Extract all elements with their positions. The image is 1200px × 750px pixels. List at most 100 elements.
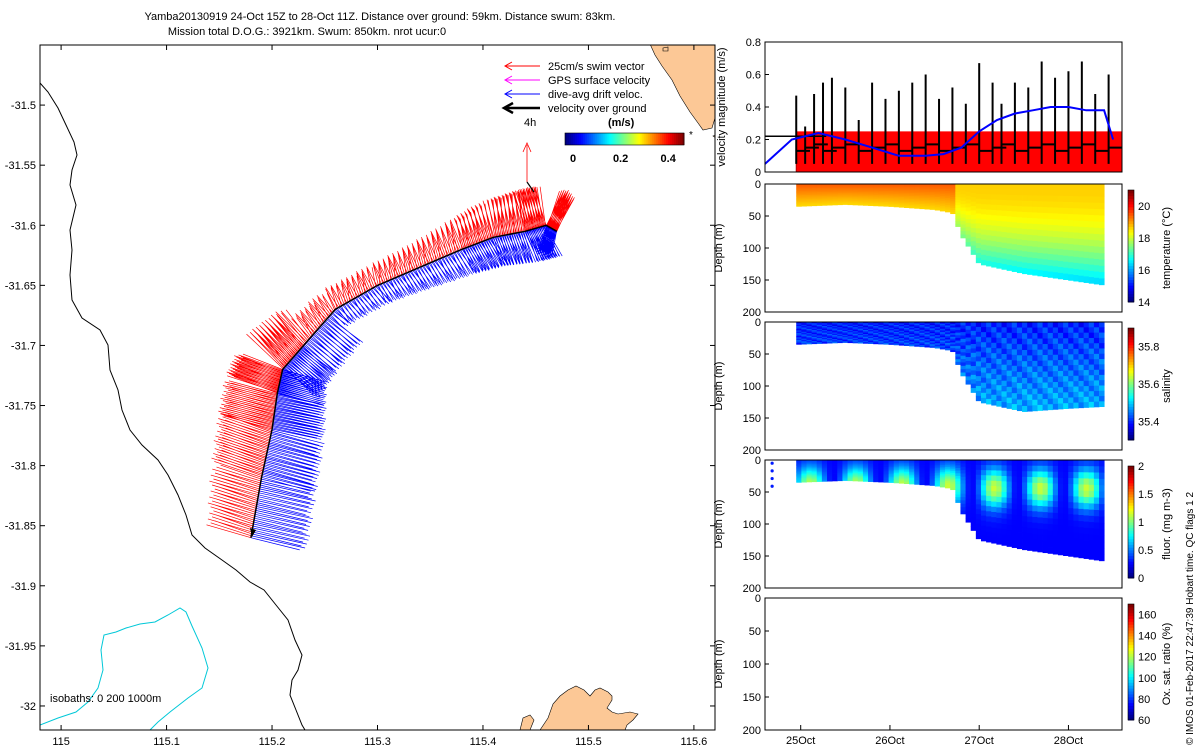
salinity-colorbar-label: salinity (1161, 369, 1173, 403)
fluorescence-cell (847, 472, 854, 475)
fluorescence-cell (960, 490, 966, 495)
salinity-cell (1042, 382, 1049, 389)
salinity-cell (1006, 338, 1013, 345)
temperature-cell (1011, 200, 1018, 207)
temperature-cell (796, 200, 802, 203)
oxygen-colorbar-tick-label: 160 (1138, 610, 1156, 622)
salinity-cell (811, 338, 818, 341)
fluorescence-cell (878, 477, 884, 480)
temperature-cell (883, 200, 890, 203)
salinity-cell (924, 329, 931, 332)
salinity-cell (1093, 359, 1100, 365)
salinity-cell (1057, 354, 1064, 361)
fluorescence-cell (837, 460, 843, 462)
salinity-cell (852, 322, 859, 324)
salinity-cell (893, 323, 900, 326)
salinity-colorbar-swatch (1128, 403, 1134, 407)
temperature-cell (919, 190, 925, 193)
colorbar-swatch (656, 133, 659, 145)
fluorescence-cell (1047, 524, 1054, 531)
salinity-cell (1063, 397, 1069, 404)
fluorescence-colorbar-swatch (1128, 550, 1134, 554)
ground-track (250, 224, 558, 538)
temperature-cell (1057, 213, 1064, 220)
salinity-cell (991, 389, 997, 396)
temperature-cell (1022, 228, 1028, 235)
temperature-cell (1099, 215, 1105, 223)
temperature-cell (934, 198, 941, 201)
salinity-cell (796, 340, 802, 342)
salinity-cell (975, 385, 982, 392)
colorbar-swatch (596, 133, 600, 145)
fluorescence-cell (816, 478, 823, 481)
salinity-cell (888, 322, 895, 324)
temperature-cell (1011, 238, 1018, 245)
salinity-cell (1093, 332, 1100, 339)
salinity-cell (1068, 332, 1074, 339)
fluorescence-cell (960, 483, 966, 488)
salinity-cell (955, 359, 961, 363)
salinity-cell (1063, 365, 1069, 372)
fluor-profile-dot (770, 469, 774, 473)
fluorescence-cell (955, 483, 961, 487)
temperature-cell (1073, 226, 1079, 233)
salinity-cell (980, 352, 987, 358)
temperature-cell (1052, 219, 1059, 226)
temperature-cell (847, 185, 854, 187)
colorbar-swatch (620, 133, 624, 145)
fluorescence-cell (924, 466, 931, 469)
salinity-cell (945, 348, 951, 351)
fluorescence-cell (847, 476, 854, 479)
temperature-colorbar-swatch (1128, 223, 1134, 227)
map-y-tick-label: -32 (20, 701, 36, 713)
fluorescence-cell (939, 473, 946, 476)
fluor-profile-dot (770, 476, 774, 481)
oxygen-colorbar-swatch (1128, 673, 1134, 677)
salinity-y-tick-label: 200 (743, 445, 761, 457)
salinity-cell (816, 338, 823, 340)
salinity-cell (991, 327, 997, 333)
temperature-cell (904, 189, 910, 192)
fluorescence-cell (852, 473, 859, 475)
temperature-cell (904, 194, 910, 197)
fluorescence-cell (945, 486, 951, 489)
temperature-cell (862, 189, 869, 192)
temperature-cell (888, 192, 895, 195)
fluorescence-cell (1073, 490, 1079, 497)
salinity-cell (955, 337, 961, 342)
temperature-cell (816, 192, 823, 194)
salinity-cell (1057, 338, 1064, 345)
temperature-cell (934, 203, 941, 206)
salinity-cell (878, 326, 884, 328)
salinity-cell (873, 339, 879, 342)
temperature-cell (986, 245, 992, 252)
salinity-cell (934, 326, 941, 329)
fluorescence-cell (847, 471, 854, 474)
fluorescence-cell (801, 475, 807, 477)
temperature-cell (1088, 190, 1095, 197)
oxygen-colorbar-tick-label: 120 (1138, 652, 1156, 664)
salinity-cell (847, 333, 854, 336)
salinity-cell (1001, 348, 1008, 355)
fluorescence-cell (914, 482, 920, 485)
salinity-colorbar-swatch (1128, 395, 1134, 399)
fluorescence-cell (991, 465, 997, 471)
salinity-cell (1078, 348, 1085, 355)
fluorescence-cell (857, 473, 864, 475)
temperature-cell (909, 203, 915, 206)
temperature-cell (1037, 247, 1043, 254)
temperature-cell (821, 190, 828, 193)
fluorescence-cell (1006, 503, 1013, 510)
fluorescence-cell (965, 467, 972, 473)
salinity-cell (847, 327, 854, 329)
temperature-cell (847, 203, 854, 206)
temperature-cell (801, 192, 807, 195)
salinity-cell (986, 383, 992, 390)
fluorescence-cell (868, 465, 874, 468)
fluorescence-cell (1016, 471, 1023, 478)
fluorescence-cell (883, 469, 890, 472)
salinity-cell (852, 341, 859, 344)
fluorescence-cell (970, 517, 977, 523)
fluorescence-cell (796, 479, 802, 482)
map-y-tick-label: -31.85 (5, 521, 36, 533)
